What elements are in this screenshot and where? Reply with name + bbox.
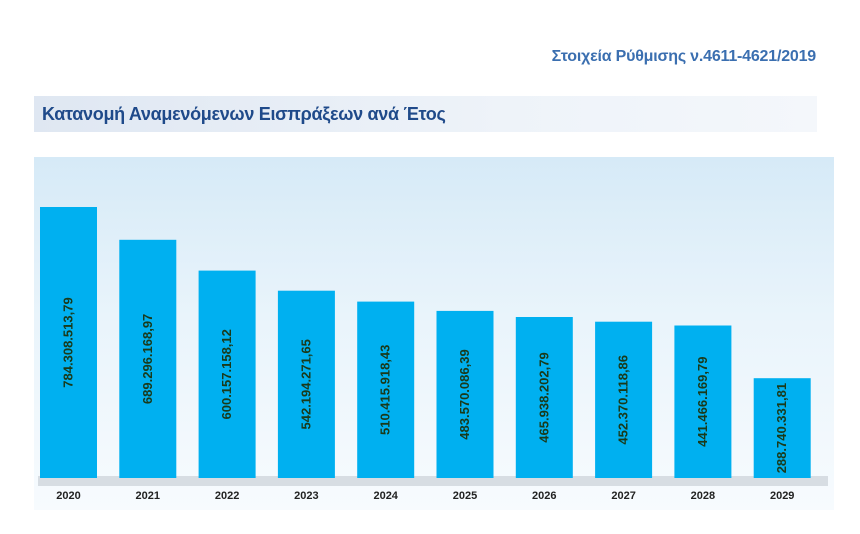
bar-value-label: 689.296.168,97 — [140, 314, 155, 404]
bar-2027 — [595, 321, 653, 478]
bar-2022 — [198, 270, 256, 478]
bar-2024 — [357, 301, 415, 478]
x-tick-label: 2028 — [691, 490, 715, 502]
x-tick-label: 2022 — [215, 490, 239, 502]
x-tick-label: 2025 — [453, 490, 477, 502]
x-tick-label: 2021 — [136, 490, 160, 502]
bar-2025 — [436, 310, 494, 478]
bar-value-label: 465.938.202,79 — [536, 352, 551, 442]
bar-value-label: 542.194.271,65 — [298, 339, 313, 429]
bar-2020 — [40, 207, 97, 478]
bar-2028 — [674, 325, 732, 478]
x-tick-label: 2023 — [294, 490, 318, 502]
bar-value-label: 288.740.331,81 — [774, 383, 789, 473]
bar-value-label: 784.308.513,79 — [61, 297, 76, 387]
bar-value-label: 483.570.086,39 — [457, 349, 472, 439]
bar-2021 — [119, 239, 177, 478]
bar-value-label: 510.415.918,43 — [378, 345, 393, 435]
bar-2029 — [753, 378, 811, 478]
bar-2023 — [277, 290, 335, 478]
bar-value-label: 452.370.118,86 — [616, 355, 631, 445]
bar-2026 — [515, 317, 573, 478]
x-tick-label: 2029 — [770, 490, 794, 502]
bar-value-label: 600.157.158,12 — [219, 329, 234, 419]
x-tick-label: 2020 — [56, 490, 80, 502]
x-tick-label: 2024 — [373, 490, 398, 502]
x-tick-label: 2026 — [532, 490, 556, 502]
chart-subtitle: Στοιχεία Ρύθμισης ν.4611-4621/2019 — [551, 48, 817, 65]
chart-title: Κατανομή Αναμενόμενων Εισπράξεων ανά Έτο… — [42, 104, 446, 124]
bar-chart: 784.308.513,79 2020 689.296.168,97 2021 600.… — [38, 207, 828, 502]
x-tick-label: 2027 — [611, 490, 635, 502]
bar-value-label: 441.466.169,79 — [695, 357, 710, 447]
chart-floor — [38, 476, 828, 486]
chart-title-band: Κατανομή Αναμενόμενων Εισπράξεων ανά Έτο… — [34, 96, 817, 132]
